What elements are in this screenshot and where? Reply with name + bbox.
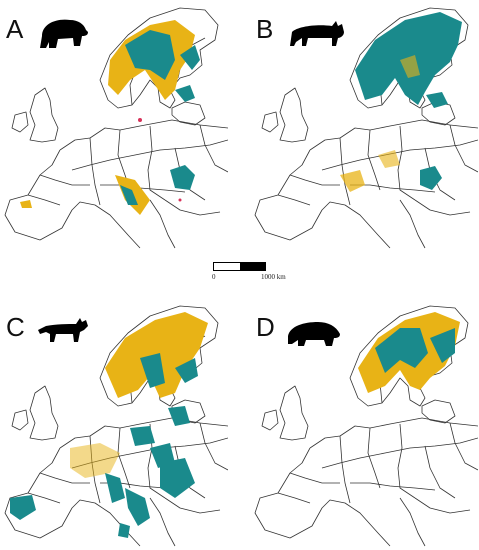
- europe-map-a: [4, 7, 228, 249]
- map-panel-b: B: [250, 0, 478, 250]
- map-panel-a: A: [0, 0, 228, 250]
- wolverine-silhouette-icon: [288, 322, 340, 346]
- presence-areas-a: [20, 20, 200, 215]
- scale-bar-end-label: 1000 km: [261, 273, 286, 281]
- europe-map-b: [254, 7, 478, 249]
- panel-letter-a: A: [6, 14, 24, 44]
- presence-areas-d: [358, 312, 460, 393]
- presence-areas-c: [10, 312, 208, 538]
- scale-bar-black-segment: [240, 262, 266, 271]
- europe-map-c: [4, 305, 228, 547]
- panel-letter-b: B: [256, 14, 274, 44]
- presence-areas-b: [340, 12, 462, 192]
- wolf-silhouette-icon: [38, 318, 88, 342]
- bear-silhouette-icon: [40, 19, 88, 48]
- scale-bar-start-label: 0: [212, 273, 216, 281]
- scale-bar: 0 1000 km: [212, 262, 293, 284]
- panel-letter-d: D: [256, 312, 275, 342]
- scale-bar-white-segment: [213, 262, 241, 271]
- map-panel-c: C: [0, 298, 228, 548]
- europe-map-d: [254, 305, 478, 547]
- panel-letter-c: C: [6, 312, 25, 342]
- lynx-silhouette-icon: [290, 21, 344, 46]
- map-panel-d: D: [250, 298, 478, 548]
